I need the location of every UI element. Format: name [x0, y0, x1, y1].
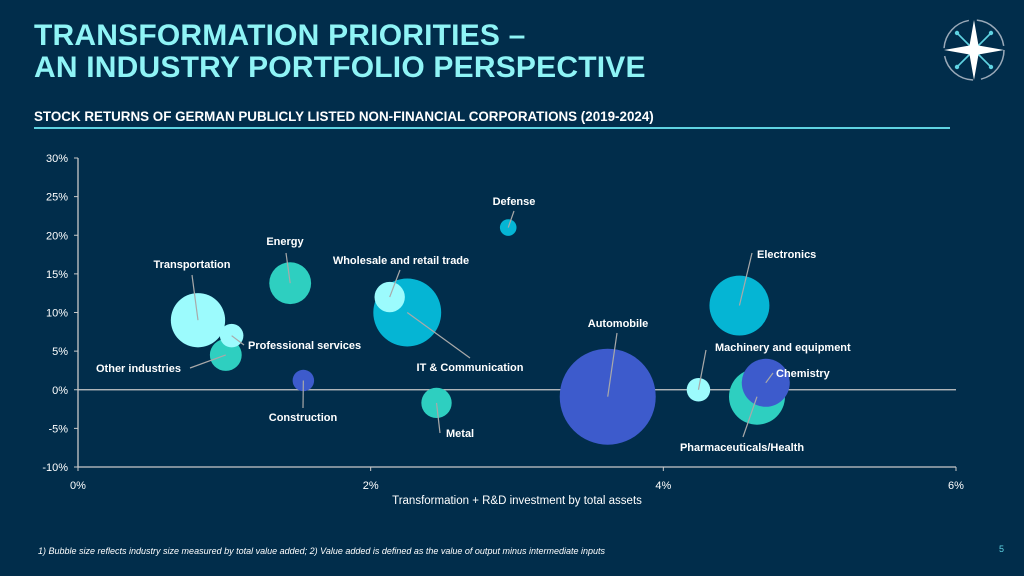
- title-line-2: AN INDUSTRY PORTFOLIO PERSPECTIVE: [34, 51, 646, 84]
- label-energy: Energy: [266, 236, 304, 248]
- slide-title: TRANSFORMATION PRIORITIES – AN INDUSTRY …: [34, 20, 646, 84]
- compass-star-icon: [943, 19, 1005, 81]
- leader-it-communication: [406, 312, 471, 359]
- page-number: 5: [999, 544, 1005, 554]
- leader-wholesale-and-retail-trade: [389, 269, 401, 298]
- leader-chemistry: [765, 372, 774, 384]
- bubble-machinery-and-equipment: [686, 377, 711, 402]
- bubble-transportation: [170, 293, 226, 348]
- label-pharmaceuticals-health: Pharmaceuticals/Health: [680, 442, 804, 454]
- y-tick-label: 20%: [46, 230, 68, 242]
- label-construction: Construction: [269, 412, 338, 424]
- leader-transportation: [191, 274, 199, 321]
- y-tick-label: 5%: [52, 346, 68, 358]
- label-electronics: Electronics: [757, 249, 816, 261]
- leader-electronics: [738, 252, 753, 306]
- title-line-1: TRANSFORMATION PRIORITIES –: [34, 19, 526, 52]
- y-tick-label: 25%: [46, 192, 68, 204]
- footnote: 1) Bubble size reflects industry size me…: [38, 546, 605, 556]
- leader-machinery-and-equipment: [697, 349, 707, 390]
- label-wholesale-and-retail-trade: Wholesale and retail trade: [333, 255, 469, 267]
- bubble-electronics: [709, 275, 770, 336]
- leader-other-industries: [189, 354, 227, 369]
- leader-metal: [435, 402, 441, 434]
- y-tick-label: 10%: [46, 308, 68, 320]
- bubble-energy: [269, 262, 312, 305]
- x-axis-label: Transformation + R&D investment by total…: [392, 495, 642, 507]
- x-tick-label: 4%: [655, 480, 671, 492]
- leader-pharmaceuticals-health: [742, 396, 758, 438]
- label-other-industries: Other industries: [96, 363, 181, 375]
- x-tick-label: 2%: [363, 480, 379, 492]
- label-it-communication: IT & Communication: [417, 362, 524, 374]
- label-automobile: Automobile: [588, 318, 649, 330]
- chart-subtitle: STOCK RETURNS OF GERMAN PUBLICLY LISTED …: [34, 109, 654, 124]
- y-tick-label: -10%: [42, 462, 68, 474]
- data-labels: Automobile IT & Communication Electronics T…: [96, 196, 851, 454]
- label-machinery-and-equipment: Machinery and equipment: [715, 342, 851, 354]
- label-chemistry: Chemistry: [776, 368, 831, 380]
- label-professional-services: Professional services: [248, 340, 361, 352]
- bubbles: [170, 219, 790, 445]
- y-tick-label: 30%: [46, 153, 68, 165]
- leader-energy: [285, 252, 291, 284]
- label-defense: Defense: [493, 196, 536, 208]
- x-tick-label: 0%: [70, 480, 86, 492]
- leader-lines: [189, 210, 774, 438]
- label-metal: Metal: [446, 428, 474, 440]
- subtitle-underline: [34, 127, 950, 129]
- axes: 30%25%20%15%10%5%0%-5%-10%0% 2% 4% 6%: [42, 153, 964, 492]
- x-tick-label: 6%: [948, 480, 964, 492]
- leader-defense: [507, 210, 515, 228]
- y-tick-label: 15%: [46, 269, 68, 281]
- leader-professional-services: [231, 335, 245, 346]
- y-tick-label: 0%: [52, 385, 68, 397]
- label-transportation: Transportation: [153, 259, 230, 271]
- leader-automobile: [607, 332, 618, 397]
- y-tick-label: -5%: [48, 423, 68, 435]
